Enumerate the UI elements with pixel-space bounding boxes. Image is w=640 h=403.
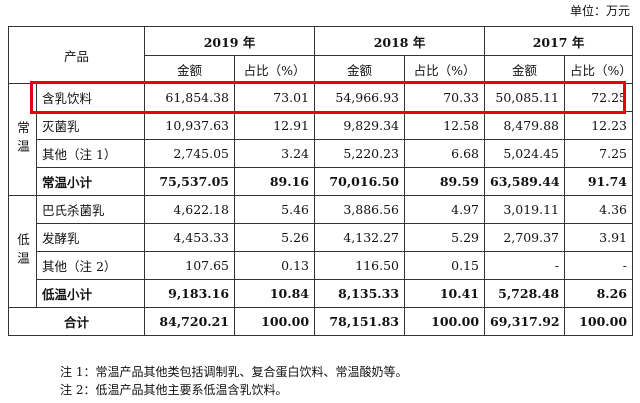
row-name: 常温小计: [35, 167, 146, 196]
header-product: 产品: [7, 26, 146, 84]
cell-ratio-2017: 100.00: [564, 307, 634, 336]
cell-amount-2017: 8,479.88: [484, 111, 566, 140]
cell-amount-2018: 3,886.56: [314, 195, 406, 224]
header-ratio-2019: 占比（%）: [234, 55, 316, 84]
cell-ratio-2017: -: [564, 251, 634, 280]
header-ratio-2017: 占比（%）: [564, 55, 634, 84]
cell-amount-2017: 63,589.44: [484, 167, 566, 196]
row-name: 其他（注 2）: [35, 251, 146, 280]
cell-amount-2018: 78,151.83: [314, 307, 406, 336]
table-row: 常温 含乳饮料 61,854.38 73.01 54,966.93 70.33 …: [8, 83, 634, 196]
row-name: 其他（注 1）: [35, 139, 146, 168]
row-name: 低温小计: [35, 279, 146, 308]
cell-amount-2017: 50,085.11: [484, 83, 566, 112]
cell-amount-2019: 107.65: [144, 251, 236, 280]
header-amount-2017: 金额: [484, 55, 566, 84]
header-year-2018: 2018 年: [314, 26, 486, 56]
cell-ratio-2017: 91.74: [564, 167, 634, 196]
table-row: 发酵乳 4,453.33 5.26 4,132.27 5.29 2,709.37…: [9, 223, 634, 252]
cell-amount-2018: 70,016.50: [314, 167, 406, 196]
subtotal-row: 低温小计 9,183.16 10.84 8,135.33 10.41 5,728…: [9, 279, 634, 308]
cell-amount-2018: 4,132.27: [314, 223, 406, 252]
table-row: 其他（注 2） 107.65 0.13 116.50 0.15 - -: [9, 251, 634, 280]
cell-ratio-2017: 8.26: [564, 279, 634, 308]
header-row-columns: 金额 占比（%） 金额 占比（%） 金额 占比（%）: [9, 55, 634, 84]
cell-amount-2018: 116.50: [314, 251, 406, 280]
cell-ratio-2018: 5.29: [404, 223, 486, 252]
cell-ratio-2018: 100.00: [404, 307, 486, 336]
table-row: 其他（注 1） 2,745.05 3.24 5,220.23 6.68 5,02…: [9, 139, 634, 168]
cell-ratio-2019: 10.84: [234, 279, 316, 308]
header-year-2017: 2017 年: [484, 26, 634, 56]
cell-ratio-2017: 7.25: [564, 139, 634, 168]
cell-amount-2019: 61,854.38: [144, 83, 236, 112]
cell-amount-2019: 2,745.05: [144, 139, 236, 168]
cell-ratio-2018: 4.97: [404, 195, 486, 224]
cell-ratio-2019: 0.13: [234, 251, 316, 280]
cell-amount-2018: 8,135.33: [314, 279, 406, 308]
cell-amount-2019: 4,453.33: [144, 223, 236, 252]
cell-ratio-2017: 72.25: [564, 83, 634, 112]
row-name: 发酵乳: [35, 223, 146, 252]
cell-amount-2019: 75,537.05: [144, 167, 236, 196]
cell-amount-2018: 9,829.34: [314, 111, 406, 140]
header-year-2019: 2019 年: [144, 26, 316, 56]
group-label-low: 低温: [8, 195, 37, 308]
cell-ratio-2018: 89.59: [404, 167, 486, 196]
cell-ratio-2018: 70.33: [404, 83, 486, 112]
cell-amount-2017: 3,019.11: [484, 195, 566, 224]
cell-ratio-2017: 3.91: [564, 223, 634, 252]
cell-ratio-2019: 3.24: [234, 139, 316, 168]
cell-amount-2018: 54,966.93: [314, 83, 406, 112]
cell-ratio-2018: 6.68: [404, 139, 486, 168]
cell-amount-2017: 5,728.48: [484, 279, 566, 308]
header-amount-2019: 金额: [144, 55, 236, 84]
header-row-years: 产品 2019 年 2018 年 2017 年: [7, 26, 634, 84]
cell-ratio-2018: 12.58: [404, 111, 486, 140]
cell-amount-2017: 5,024.45: [484, 139, 566, 168]
footnotes: 注 1：常温产品其他类包括调制乳、复合蛋白饮料、常温酸奶等。 注 2：低温产品其…: [60, 363, 407, 399]
cell-amount-2018: 5,220.23: [314, 139, 406, 168]
row-name: 含乳饮料: [35, 83, 146, 112]
cell-amount-2019: 84,720.21: [144, 307, 236, 336]
cell-ratio-2019: 89.16: [234, 167, 316, 196]
cell-ratio-2017: 4.36: [564, 195, 634, 224]
total-row: 合计 84,720.21 100.00 78,151.83 100.00 69,…: [7, 307, 634, 336]
footnote-1: 注 1：常温产品其他类包括调制乳、复合蛋白饮料、常温酸奶等。: [60, 365, 408, 379]
cell-ratio-2019: 73.01: [234, 83, 316, 112]
total-label: 合计: [7, 307, 146, 336]
header-amount-2018: 金额: [314, 55, 406, 84]
cell-ratio-2019: 12.91: [234, 111, 316, 140]
cell-ratio-2019: 5.26: [234, 223, 316, 252]
cell-amount-2017: 69,317.92: [484, 307, 566, 336]
header-ratio-2018: 占比（%）: [404, 55, 486, 84]
cell-amount-2017: -: [484, 251, 566, 280]
subtotal-row: 常温小计 75,537.05 89.16 70,016.50 89.59 63,…: [9, 167, 634, 196]
group-label-normal: 常温: [8, 83, 37, 196]
cell-amount-2019: 10,937.63: [144, 111, 236, 140]
table-row: 低温 巴氏杀菌乳 4,622.18 5.46 3,886.56 4.97 3,0…: [8, 195, 634, 308]
cell-amount-2019: 4,622.18: [144, 195, 236, 224]
row-name: 灭菌乳: [35, 111, 146, 140]
cell-ratio-2018: 10.41: [404, 279, 486, 308]
sales-table: 产品 2019 年 2018 年 2017 年 金额 占比（%） 金额 占比（%…: [7, 26, 634, 336]
cell-ratio-2017: 12.23: [564, 111, 634, 140]
unit-label: 单位：万元: [569, 4, 630, 18]
footnote-2: 注 2：低温产品其他主要系低温含乳饮料。: [60, 383, 288, 397]
cell-amount-2017: 2,709.37: [484, 223, 566, 252]
table-row: 灭菌乳 10,937.63 12.91 9,829.34 12.58 8,479…: [9, 111, 634, 140]
row-name: 巴氏杀菌乳: [35, 195, 146, 224]
cell-amount-2019: 9,183.16: [144, 279, 236, 308]
cell-ratio-2019: 5.46: [234, 195, 316, 224]
cell-ratio-2019: 100.00: [234, 307, 316, 336]
cell-ratio-2018: 0.15: [404, 251, 486, 280]
